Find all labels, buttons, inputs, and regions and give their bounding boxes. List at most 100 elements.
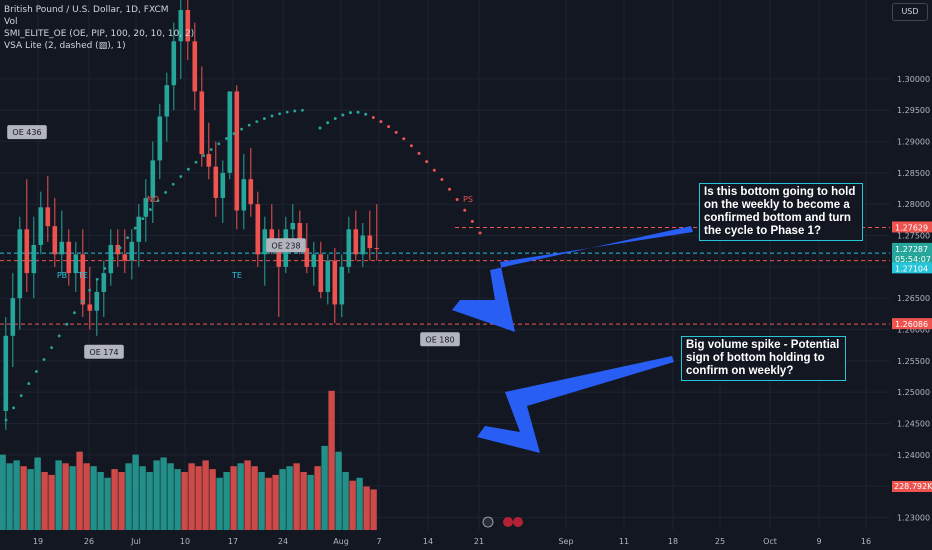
time-tick-label: 25 (715, 537, 725, 546)
candle-body (325, 260, 331, 292)
candles (3, 0, 380, 430)
candle-body (241, 179, 247, 211)
candle-body (94, 291, 100, 311)
volume-bar (55, 460, 62, 530)
signal-label-box (266, 238, 306, 253)
volume-bar (181, 472, 188, 530)
signal-label: OE 174 (84, 344, 124, 359)
price-label: 1.27104 (892, 262, 932, 274)
price-label-box (892, 262, 932, 274)
signal-marker-text: PS (463, 195, 473, 204)
candle-body (311, 254, 317, 267)
volume-bar (321, 445, 328, 530)
candle-body (52, 226, 58, 255)
volume-bar (27, 469, 34, 530)
price-label-text: 1.27629 (895, 223, 928, 232)
trend-dot (348, 111, 352, 115)
indicator-volume[interactable]: Vol (4, 17, 18, 27)
volume-label: 228.792K (892, 481, 932, 492)
candle-body (59, 241, 65, 255)
volume-bar (237, 463, 244, 530)
trend-dot (27, 382, 31, 385)
time-tick-label: 14 (423, 537, 433, 546)
volume-bar (335, 451, 342, 530)
trend-dot (35, 370, 38, 373)
volume-bar (104, 477, 111, 530)
trend-dot (217, 142, 221, 146)
candle-body (45, 207, 51, 227)
trend-dot (470, 219, 474, 223)
volume-bar (118, 472, 125, 530)
trend-dot (42, 358, 46, 361)
volume-bar (328, 390, 335, 530)
candle-body (136, 216, 142, 242)
volume-bar (90, 466, 97, 530)
candle-body (185, 10, 191, 42)
candle-body (297, 223, 303, 249)
indicator-smi-elite[interactable]: SMI_ELITE_OE (OE, PIP, 100, 20, 10, 10, … (4, 29, 195, 39)
trend-dot (50, 346, 53, 350)
signal-marker-text: PB (57, 271, 67, 280)
trend-dot (4, 418, 8, 422)
volume-bar (356, 477, 363, 530)
trend-dot (141, 217, 145, 221)
symbol-title[interactable]: British Pound / U.S. Dollar, 1D, FXCM (4, 5, 169, 15)
candle-body (304, 248, 310, 267)
candle-body (353, 229, 359, 255)
signal-label-box (420, 332, 460, 347)
signal-label-text: OE 436 (12, 128, 41, 137)
currency-button[interactable]: USD (892, 3, 928, 21)
trend-dot (341, 113, 345, 117)
callout-bottom-question: Is this bottom going to hold on the week… (699, 183, 863, 241)
volume-label-text: 228.792K (894, 482, 932, 491)
signal-label-text: OE 238 (271, 241, 300, 250)
price-tick-label: 1.27500 (897, 232, 930, 241)
volume-bar (272, 474, 279, 530)
trend-dot (432, 168, 436, 172)
time-tick-label: 18 (668, 537, 678, 546)
volume-label-box (892, 481, 932, 492)
price-label-box (892, 242, 932, 254)
volume-bar (370, 489, 377, 530)
volume-bar (293, 463, 300, 530)
volume-bar (307, 474, 314, 530)
candle-body (87, 304, 93, 311)
candle-body (206, 154, 212, 167)
volume-bar (209, 469, 216, 530)
trend-dot (187, 167, 190, 171)
candle-body (290, 223, 296, 230)
volume-bar (146, 472, 153, 530)
chart-legend: British Pound / U.S. Dollar, 1D, FXCM Vo… (4, 4, 194, 52)
candle-body (31, 244, 37, 274)
candle-body (157, 116, 163, 161)
signal-marker: PS (463, 195, 473, 204)
signal-label: OE 436 (7, 125, 47, 140)
time-tick-label: 24 (278, 537, 288, 546)
trend-dot (65, 322, 69, 326)
candle-body (234, 91, 240, 211)
trend-dot (149, 208, 152, 211)
indicator-vsa-lite[interactable]: VSA Lite (2, dashed (▨), 1) (4, 41, 126, 51)
price-tick-label: 1.25500 (897, 357, 930, 366)
volume-bar (125, 463, 132, 530)
trend-dot (402, 137, 406, 141)
price-label-text: 1.27104 (895, 264, 928, 273)
trend-dot (394, 130, 398, 134)
trend-dot (240, 127, 244, 131)
price-label-box (892, 252, 932, 264)
price-tick-label: 1.26000 (897, 326, 930, 335)
trend-dot (194, 160, 198, 164)
signal-marker: TE (77, 271, 88, 280)
volume-bar (216, 477, 223, 530)
price-label: 05:54:07 (892, 252, 932, 264)
price-tick-label: 1.23000 (897, 513, 930, 522)
volume-bar (69, 466, 76, 530)
candle-body (129, 241, 135, 261)
volume-bar (349, 480, 356, 530)
candle-body (318, 254, 324, 292)
price-label: 1.26086 (892, 318, 932, 330)
volume-bar (223, 472, 230, 530)
signal-marker: ND (147, 195, 159, 204)
